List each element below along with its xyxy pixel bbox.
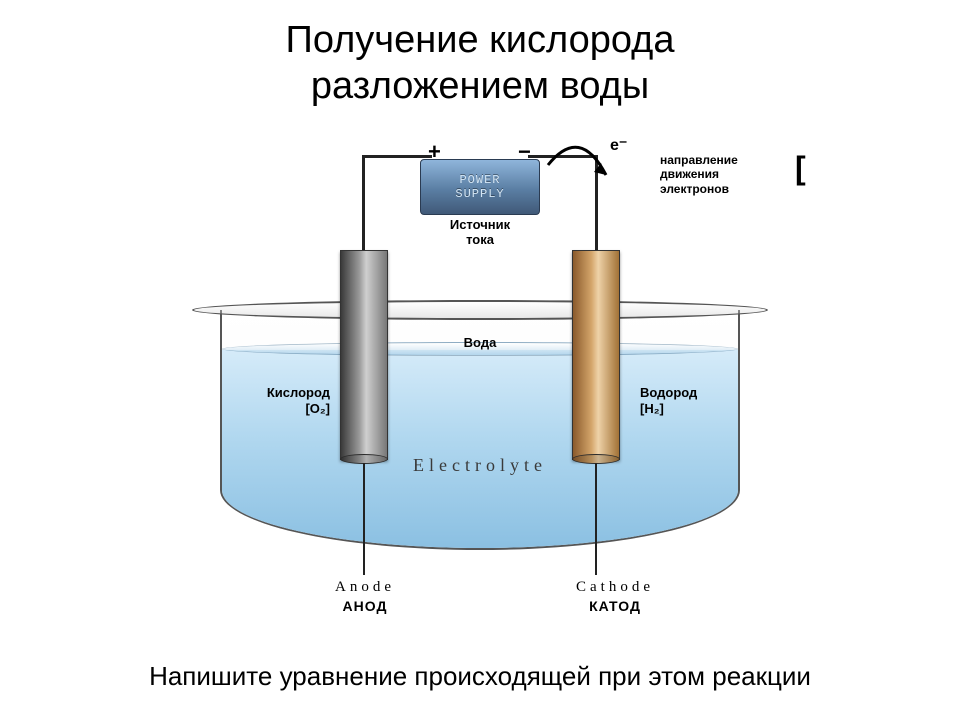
title-line-1: Получение кислорода	[286, 19, 675, 61]
anode-name-ru: АНОД	[300, 598, 430, 614]
stray-bracket: [	[795, 150, 806, 187]
wire-anode-horizontal	[362, 155, 432, 158]
oxygen-label: Кислород [O₂]	[230, 385, 330, 418]
cathode-name-ru: КАТОД	[530, 598, 700, 614]
power-supply: POWER SUPPLY	[420, 159, 540, 215]
water-body	[222, 350, 738, 548]
cathode-electrode	[572, 250, 620, 460]
anode-rod	[363, 463, 365, 575]
oxygen-formula: [O₂]	[305, 401, 330, 416]
cathode-name-en: Cathode	[576, 579, 654, 595]
anode-name-en: Anode	[335, 579, 395, 595]
electrolyte-label: Electrolyte	[400, 455, 560, 476]
oxygen-name: Кислород	[267, 385, 330, 400]
title-line-2: разложением воды	[311, 65, 649, 107]
electrolysis-diagram: + − POWER SUPPLY Источник тока e⁻ направ…	[140, 135, 820, 615]
hydrogen-name: Водород	[640, 385, 697, 400]
footer-instruction: Напишите уравнение происходящей при этом…	[0, 661, 960, 692]
anode-electrode	[340, 250, 388, 460]
wire-cathode-horizontal	[528, 155, 598, 158]
water-label: Вода	[440, 335, 520, 350]
page-title: Получение кислорода разложением воды	[0, 18, 960, 109]
anode-name: Anode АНОД	[300, 579, 430, 614]
power-supply-line2: SUPPLY	[455, 187, 504, 201]
electron-symbol: e⁻	[610, 135, 627, 155]
hydrogen-formula: [H₂]	[640, 401, 664, 416]
cathode-rod	[595, 463, 597, 575]
power-supply-label: Источник тока	[420, 217, 540, 247]
beaker-lip	[192, 300, 768, 320]
cathode-name: Cathode КАТОД	[530, 579, 700, 614]
power-supply-line1: POWER	[459, 173, 500, 187]
hydrogen-label: Водород [H₂]	[640, 385, 750, 418]
